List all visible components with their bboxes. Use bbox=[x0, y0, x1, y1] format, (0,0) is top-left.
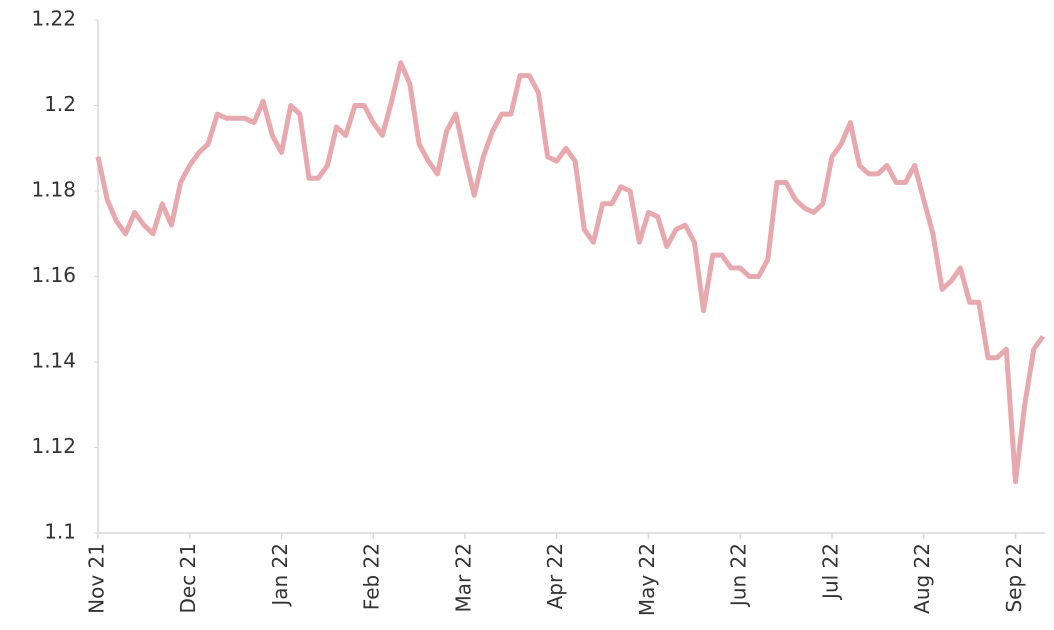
x-tick-label: Apr 22 bbox=[543, 543, 567, 609]
x-tick-label: Feb 22 bbox=[360, 543, 384, 610]
y-tick-label: 1.2 bbox=[44, 92, 76, 116]
x-tick-label: Aug 22 bbox=[910, 543, 934, 614]
y-tick-label: 1.12 bbox=[31, 434, 76, 458]
x-tick-label: Sep 22 bbox=[1002, 543, 1026, 613]
y-tick-label: 1.16 bbox=[31, 263, 76, 287]
x-tick-label: May 22 bbox=[635, 543, 659, 616]
x-tick-label: Jan 22 bbox=[268, 543, 292, 608]
line bbox=[95, 60, 1046, 485]
y-tick-label: 1.18 bbox=[31, 178, 76, 202]
x-tick-label: Jul 22 bbox=[818, 543, 842, 601]
y-tick-label: 1.1 bbox=[44, 520, 76, 544]
x-tick-label: Nov 21 bbox=[85, 543, 109, 614]
x-tick-label: Jun 22 bbox=[727, 543, 751, 608]
x-tick-label: Dec 21 bbox=[176, 543, 200, 614]
y-tick-label: 1.14 bbox=[31, 349, 76, 373]
y-tick-label: 1.22 bbox=[31, 7, 76, 31]
x-tick-label: Mar 22 bbox=[451, 543, 475, 613]
